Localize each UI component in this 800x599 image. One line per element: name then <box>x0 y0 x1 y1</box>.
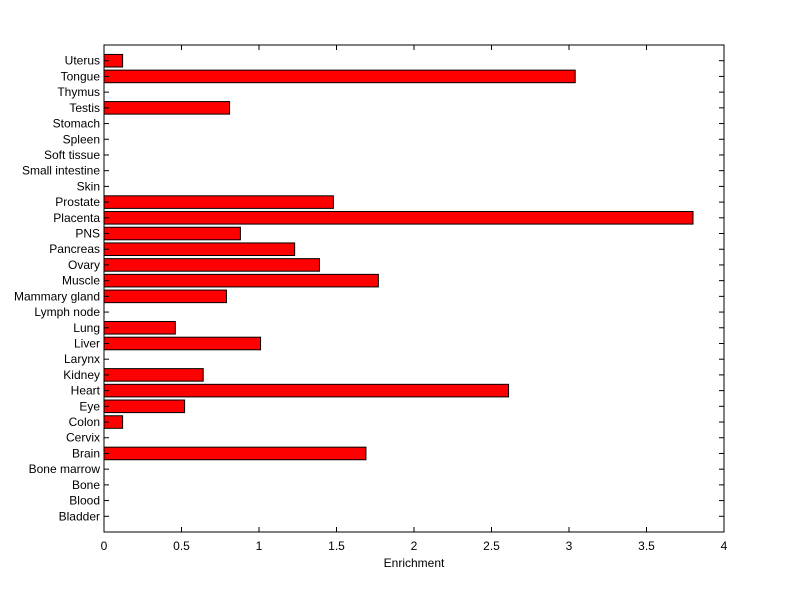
y-tick-label-prostate: Prostate <box>55 195 100 209</box>
bar-kidney <box>103 368 204 382</box>
x-tick-label-2_5: 2.5 <box>483 539 500 553</box>
bar-placenta <box>103 211 694 225</box>
y-tick-label-tongue: Tongue <box>61 69 101 83</box>
y-tick-label-pns: PNS <box>75 227 100 241</box>
y-tick-label-blood: Blood <box>69 494 100 508</box>
y-tick-label-pancreas: Pancreas <box>49 242 100 256</box>
x-axis-label: Enrichment <box>384 556 445 570</box>
bar-ovary <box>103 258 320 272</box>
y-tick-label-lung: Lung <box>73 321 100 335</box>
y-tick-label-liver: Liver <box>74 336 100 350</box>
x-tick-label-3_5: 3.5 <box>638 539 655 553</box>
y-tick-label-uterus: Uterus <box>65 54 100 68</box>
y-tick-label-heart: Heart <box>71 384 101 398</box>
bar-heart <box>103 383 510 398</box>
bar-pns <box>103 226 241 241</box>
bar-pancreas <box>103 242 296 257</box>
y-tick-label-bladder: Bladder <box>59 509 100 523</box>
bar-muscle <box>103 273 379 288</box>
y-tick-label-bone-marrow: Bone marrow <box>29 462 101 476</box>
y-tick-label-larynx: Larynx <box>64 352 100 366</box>
plot-frame <box>103 44 725 533</box>
bar-brain <box>103 446 367 461</box>
bar-lung <box>103 320 176 335</box>
bar-eye <box>103 399 186 414</box>
bar-prostate <box>103 195 334 209</box>
x-tick-label-1: 1 <box>256 539 263 553</box>
y-tick-label-placenta: Placenta <box>53 211 100 225</box>
x-tick-label-0: 0 <box>101 539 108 553</box>
y-tick-label-kidney: Kidney <box>63 368 100 382</box>
y-tick-label-bone: Bone <box>72 478 100 492</box>
x-tick-label-1_5: 1.5 <box>328 539 345 553</box>
y-tick-label-colon: Colon <box>69 415 100 429</box>
x-tick-label-4: 4 <box>721 539 728 553</box>
y-tick-label-mammary-gland: Mammary gland <box>14 289 100 303</box>
bar-mammary-gland <box>103 289 227 304</box>
y-tick-label-stomach: Stomach <box>53 117 100 131</box>
x-tick-label-0_5: 0.5 <box>173 539 190 553</box>
y-tick-label-small-intestine: Small intestine <box>22 164 100 178</box>
bar-liver <box>103 336 262 351</box>
bar-testis <box>103 101 231 115</box>
y-tick-label-cervix: Cervix <box>66 431 100 445</box>
y-tick-label-thymus: Thymus <box>57 85 100 99</box>
y-tick-label-soft-tissue: Soft tissue <box>44 148 100 162</box>
y-tick-label-spleen: Spleen <box>63 132 100 146</box>
bar-tongue <box>103 69 576 84</box>
y-tick-label-eye: Eye <box>79 399 100 413</box>
y-tick-label-skin: Skin <box>77 179 100 193</box>
y-tick-label-muscle: Muscle <box>62 274 100 288</box>
y-tick-label-brain: Brain <box>72 446 100 460</box>
y-tick-label-testis: Testis <box>69 101 100 115</box>
y-tick-label-ovary: Ovary <box>68 258 100 272</box>
x-tick-label-2: 2 <box>411 539 418 553</box>
x-tick-label-3: 3 <box>566 539 573 553</box>
y-tick-label-lymph-node: Lymph node <box>34 305 100 319</box>
